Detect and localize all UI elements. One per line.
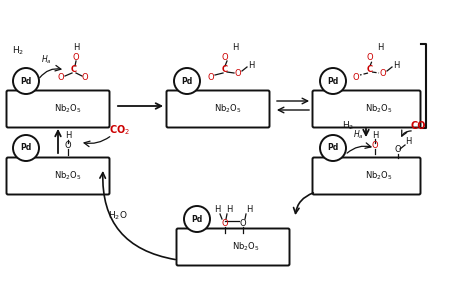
Text: Pd: Pd bbox=[328, 77, 338, 86]
Text: O: O bbox=[222, 219, 228, 228]
Circle shape bbox=[174, 68, 200, 94]
Text: O: O bbox=[64, 141, 71, 151]
Text: H$_a$: H$_a$ bbox=[353, 129, 364, 141]
Text: H: H bbox=[405, 137, 411, 145]
Circle shape bbox=[184, 206, 210, 232]
Text: H: H bbox=[226, 206, 232, 215]
FancyBboxPatch shape bbox=[7, 90, 109, 128]
Text: H: H bbox=[372, 132, 378, 141]
Text: H: H bbox=[393, 60, 399, 69]
Text: H: H bbox=[232, 43, 238, 52]
Text: O: O bbox=[353, 73, 359, 82]
Text: CO$_2$: CO$_2$ bbox=[109, 123, 130, 137]
Text: Nb$_2$O$_5$: Nb$_2$O$_5$ bbox=[54, 170, 82, 182]
Text: Pd: Pd bbox=[328, 143, 338, 153]
Text: H$_2$: H$_2$ bbox=[12, 45, 24, 57]
Text: H: H bbox=[248, 60, 254, 69]
Text: O: O bbox=[372, 141, 378, 151]
Text: O: O bbox=[82, 73, 88, 82]
Text: C: C bbox=[367, 65, 373, 75]
Text: Nb$_2$O$_5$: Nb$_2$O$_5$ bbox=[214, 103, 242, 115]
FancyBboxPatch shape bbox=[312, 90, 420, 128]
Circle shape bbox=[320, 135, 346, 161]
FancyBboxPatch shape bbox=[7, 158, 109, 194]
Text: Pd: Pd bbox=[191, 215, 202, 223]
Text: Nb$_2$O$_5$: Nb$_2$O$_5$ bbox=[54, 103, 82, 115]
Text: H: H bbox=[246, 206, 252, 215]
Text: H: H bbox=[377, 43, 383, 52]
Text: H$_2$O: H$_2$O bbox=[108, 210, 128, 222]
Text: O: O bbox=[222, 52, 228, 62]
Text: H: H bbox=[65, 132, 71, 141]
Text: C: C bbox=[71, 65, 77, 75]
Text: H: H bbox=[73, 43, 79, 52]
Text: O: O bbox=[235, 69, 241, 79]
Text: O: O bbox=[240, 219, 246, 228]
Text: H: H bbox=[214, 206, 220, 215]
FancyBboxPatch shape bbox=[166, 90, 270, 128]
Text: O: O bbox=[395, 145, 401, 154]
Text: O: O bbox=[58, 73, 64, 82]
Circle shape bbox=[13, 135, 39, 161]
Text: C: C bbox=[222, 65, 228, 75]
FancyBboxPatch shape bbox=[176, 228, 290, 266]
Text: H$_2$: H$_2$ bbox=[342, 120, 354, 132]
Text: Nb$_2$O$_5$: Nb$_2$O$_5$ bbox=[232, 241, 260, 253]
Text: Nb$_2$O$_5$: Nb$_2$O$_5$ bbox=[365, 103, 393, 115]
Text: O: O bbox=[73, 52, 79, 62]
Text: Nb$_2$O$_5$: Nb$_2$O$_5$ bbox=[365, 170, 393, 182]
Text: Pd: Pd bbox=[20, 143, 32, 153]
Text: H$_a$: H$_a$ bbox=[41, 54, 51, 66]
Text: O: O bbox=[380, 69, 386, 79]
FancyBboxPatch shape bbox=[312, 158, 420, 194]
Circle shape bbox=[320, 68, 346, 94]
Text: Pd: Pd bbox=[182, 77, 192, 86]
Text: O: O bbox=[208, 73, 214, 82]
Text: O: O bbox=[367, 52, 374, 62]
Text: Pd: Pd bbox=[20, 77, 32, 86]
Circle shape bbox=[13, 68, 39, 94]
Text: CO: CO bbox=[410, 121, 426, 131]
